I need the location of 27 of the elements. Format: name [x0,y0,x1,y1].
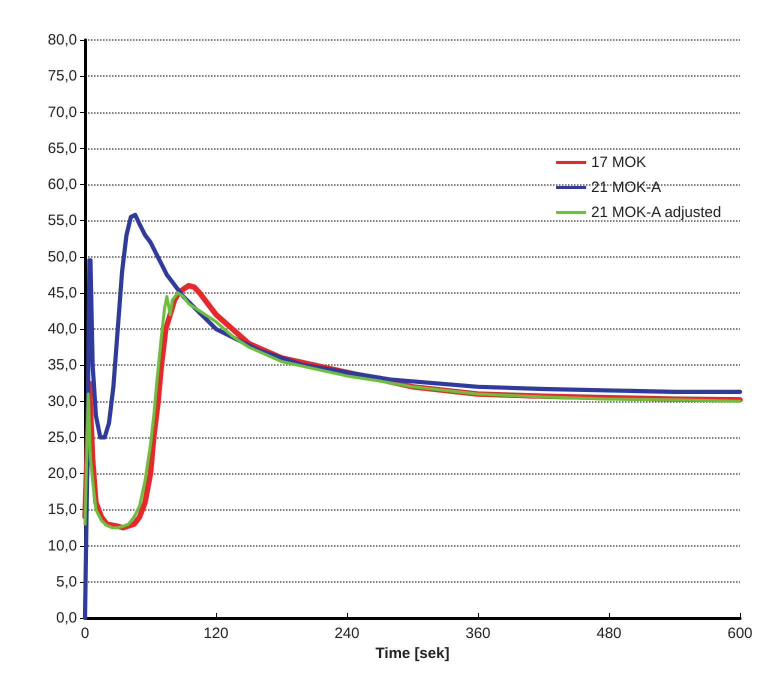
y-tick-label: 60,0 [48,176,77,193]
x-tick-label: 240 [334,625,360,642]
x-tick-label: 360 [465,625,491,642]
y-tick-label: 45,0 [48,284,77,302]
y-tick-label: 55,0 [48,212,77,230]
y-tick-label: 40,0 [48,320,77,338]
y-tick-label: 25,0 [48,428,77,446]
y-tick-label: 65,0 [48,140,77,157]
y-tick-label: 70,0 [48,104,77,121]
x-tick-label: 600 [727,625,753,642]
legend-label: 17 MOK [591,154,646,171]
y-tick-label: 75,0 [48,68,77,85]
x-tick-label: 0 [80,625,90,642]
y-tick-label: 20,0 [48,465,77,482]
y-tick-label: 35,0 [48,356,77,374]
y-tick-label: 0,0 [56,610,77,626]
legend-label: 21 MOK-A [591,179,662,196]
x-tick-label: 480 [596,625,622,642]
y-tick-label: 80,0 [48,32,77,48]
x-tick-label: 120 [203,625,229,642]
x-axis-title: Time [sek] [376,645,450,662]
y-tick-label: 15,0 [48,501,77,518]
y-tick-label: 10,0 [48,537,77,554]
y-tick-label: 30,0 [48,392,77,410]
y-tick-label: 5,0 [56,573,77,590]
legend-label: 21 MOK-A adjusted [591,204,722,221]
y-tick-label: 50,0 [48,248,77,266]
